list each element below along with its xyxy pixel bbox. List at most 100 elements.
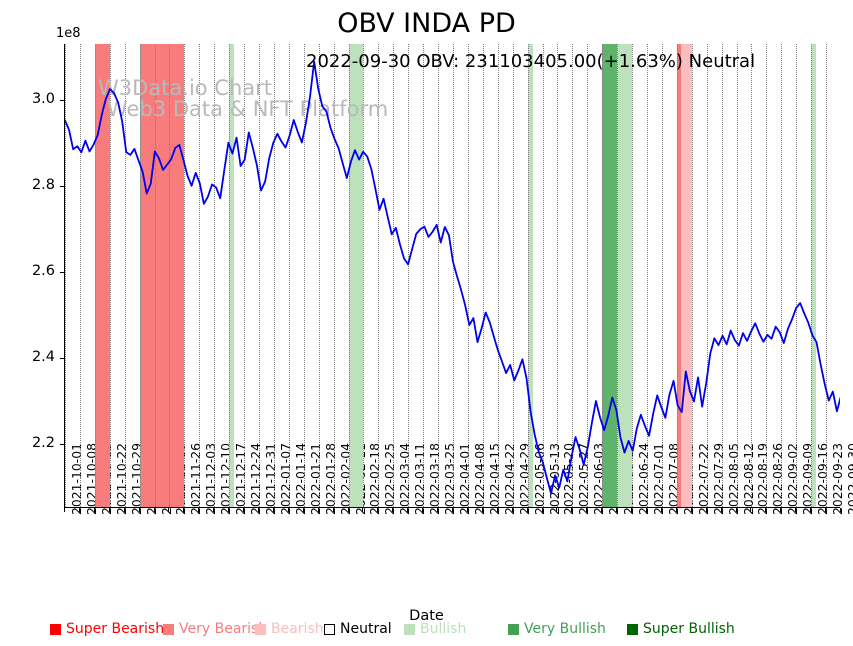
gridline-vertical [229,44,231,507]
gridline-vertical [661,44,663,507]
y-axis-tick-label: 2.8 [31,176,55,193]
gridline-vertical [184,44,186,507]
x-axis-tick-mark [735,508,737,512]
legend-item[interactable]: Very Bearish [163,619,267,639]
signal-band [811,44,817,507]
x-axis-tick-mark [810,508,812,512]
gridline-vertical [781,44,783,507]
x-axis-tick-mark [660,508,662,512]
x-axis-tick-mark [302,508,304,512]
gridline-vertical [691,44,693,507]
gridline-vertical [273,44,275,507]
gridline-vertical [676,44,678,507]
x-axis-tick-mark [64,508,65,512]
legend-label: Very Bullish [524,621,606,637]
gridline-vertical [527,44,529,507]
chart-annotation-readout: 2022-09-30 OBV: 231103405.00(+1.63%) Neu… [306,51,756,72]
x-axis-tick-label: 2022-09-30 [845,442,853,515]
x-axis-tick-mark [347,508,349,512]
legend-item[interactable]: Bearish [255,619,324,639]
legend-swatch [255,623,266,635]
gridline-vertical [139,44,141,507]
gridline-vertical [94,44,96,507]
x-axis-tick-mark [138,508,140,512]
x-axis-tick-mark [750,508,752,512]
x-axis-tick-mark [213,508,215,512]
x-axis-tick-mark [780,508,782,512]
x-axis-tick-mark [108,508,110,512]
x-axis-tick-mark [78,508,80,512]
y-axis-tick-mark [60,443,64,445]
gridline-vertical [647,44,648,507]
x-axis-tick-mark [377,508,379,512]
gridline-vertical [482,44,484,507]
x-axis-tick-mark [586,508,588,512]
x-axis-tick-mark [466,508,468,512]
x-axis-tick-mark [362,508,364,512]
gridline-vertical [766,44,768,507]
gridline-vertical [348,44,350,507]
signal-band [602,44,618,507]
gridline-vertical [79,44,81,507]
legend-label: Super Bearish [66,621,165,637]
gridline-vertical [736,44,738,507]
signal-band [676,44,682,507]
x-axis-tick-mark [93,508,95,512]
signal-band [229,44,235,507]
legend-swatch [404,623,415,635]
gridline-vertical [587,44,589,507]
x-axis-tick-mark [511,508,513,512]
x-axis-tick-mark [452,508,453,512]
legend-label: Super Bullish [643,621,735,637]
gridline-vertical [303,44,305,507]
x-axis-tick-mark [526,508,528,512]
gridline-vertical [602,44,604,507]
signal-band [617,44,633,507]
x-axis-tick-mark [556,508,558,512]
x-axis-tick-mark [705,508,707,512]
signal-band [94,44,110,507]
gridline-vertical [259,44,260,507]
y-axis-tick-label: 2.4 [31,348,55,365]
gridline-vertical [453,44,454,507]
legend-swatch [50,623,61,635]
x-axis-tick-mark [243,508,245,512]
x-axis-tick-mark [287,508,289,512]
gridline-vertical [65,44,66,507]
x-axis-tick-mark [675,508,677,512]
legend-item[interactable]: Super Bullish [627,619,735,639]
gridline-vertical [632,44,634,507]
x-axis-tick-mark [198,508,200,512]
gridline-vertical [393,44,395,507]
x-axis-tick-mark [840,508,841,512]
x-axis-tick-mark [168,508,170,512]
y-axis-offset-label: 1e8 [56,26,81,41]
gridline-vertical [467,44,469,507]
y-axis-tick-label: 2.2 [31,434,55,451]
gridline-vertical [288,44,290,507]
legend-label: Very Bearish [179,621,268,637]
legend-swatch [508,623,519,635]
legend-item[interactable]: Super Bearish [50,619,164,639]
legend-label: Neutral [340,621,392,637]
gridline-vertical [318,44,320,507]
legend-label: Bearish [271,621,324,637]
gridline-vertical [542,44,544,507]
signal-band [139,44,185,507]
gridline-vertical [557,44,559,507]
gridline-vertical [423,44,425,507]
x-axis-tick-mark [228,508,230,512]
x-axis-tick-mark [437,508,439,512]
legend-item[interactable]: Neutral [324,619,392,639]
x-axis-tick-mark [720,508,722,512]
x-axis-tick-mark [825,508,827,512]
x-axis-tick-mark [183,508,185,512]
x-axis-tick-mark [422,508,424,512]
watermark-line-1: W3Data.io Chart [98,76,273,100]
y-axis-tick-mark [60,185,64,187]
legend-item[interactable]: Very Bullish [508,619,606,639]
gridline-vertical [244,44,246,507]
y-axis-tick-label: 2.6 [31,262,55,279]
legend-item[interactable]: Bullish [404,619,466,639]
